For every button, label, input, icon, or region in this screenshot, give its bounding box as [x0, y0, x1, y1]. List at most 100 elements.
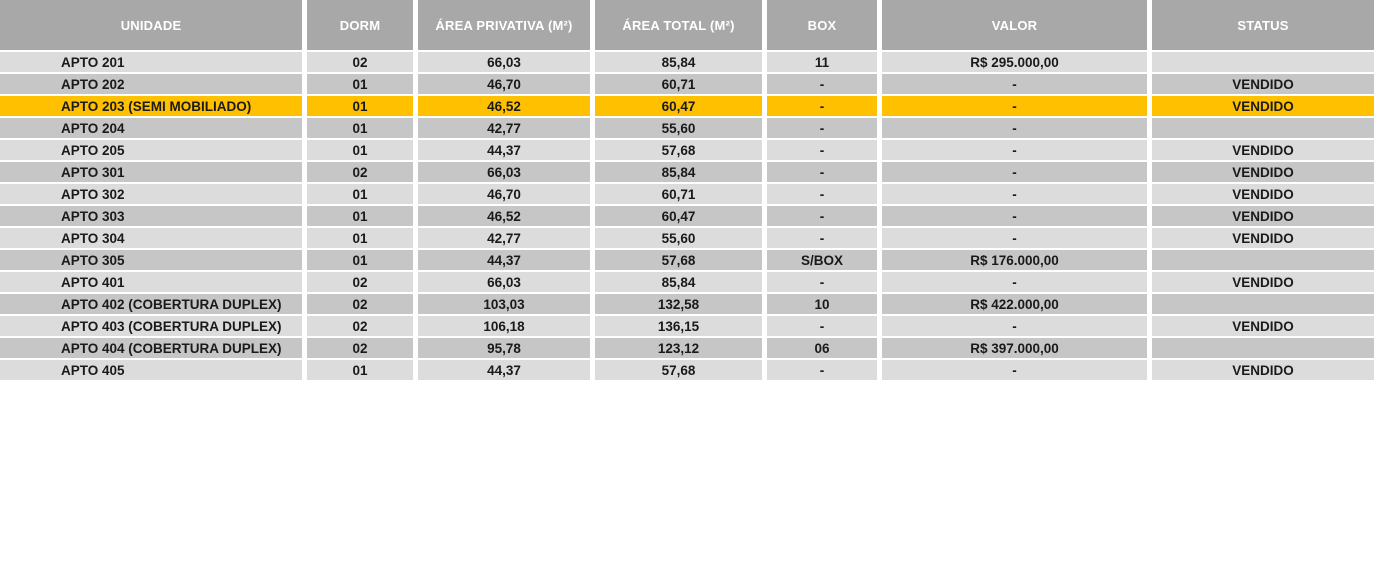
cell-dorm: 01: [307, 360, 413, 380]
cell-dorm: 01: [307, 250, 413, 270]
cell-dorm: 01: [307, 228, 413, 248]
header-cell-unidade: UNIDADE: [0, 0, 302, 50]
cell-box: -: [767, 206, 877, 226]
cell-area_total: 55,60: [595, 118, 762, 138]
cell-valor: R$ 176.000,00: [882, 250, 1147, 270]
header-cell-dorm: DORM: [307, 0, 413, 50]
cell-status: VENDIDO: [1152, 360, 1374, 380]
cell-valor: R$ 397.000,00: [882, 338, 1147, 358]
cell-area_total: 60,47: [595, 96, 762, 116]
cell-area_privativa: 44,37: [418, 140, 590, 160]
header-cell-area_privativa: ÁREA PRIVATIVA (M²): [418, 0, 590, 50]
cell-area_total: 55,60: [595, 228, 762, 248]
cell-area_total: 85,84: [595, 52, 762, 72]
cell-area_total: 85,84: [595, 162, 762, 182]
cell-unidade: APTO 403 (COBERTURA DUPLEX): [0, 316, 302, 336]
cell-status: [1152, 294, 1374, 314]
cell-unidade: APTO 303: [0, 206, 302, 226]
cell-status: VENDIDO: [1152, 96, 1374, 116]
cell-status: VENDIDO: [1152, 140, 1374, 160]
cell-box: -: [767, 184, 877, 204]
cell-dorm: 01: [307, 96, 413, 116]
cell-area_privativa: 106,18: [418, 316, 590, 336]
cell-dorm: 02: [307, 52, 413, 72]
cell-area_total: 57,68: [595, 250, 762, 270]
cell-area_privativa: 66,03: [418, 52, 590, 72]
cell-dorm: 02: [307, 294, 413, 314]
cell-box: 10: [767, 294, 877, 314]
cell-unidade: APTO 405: [0, 360, 302, 380]
cell-area_total: 85,84: [595, 272, 762, 292]
cell-area_total: 60,71: [595, 74, 762, 94]
cell-area_privativa: 66,03: [418, 272, 590, 292]
header-cell-valor: VALOR: [882, 0, 1147, 50]
cell-area_privativa: 44,37: [418, 360, 590, 380]
cell-dorm: 02: [307, 338, 413, 358]
cell-valor: -: [882, 360, 1147, 380]
cell-area_total: 57,68: [595, 360, 762, 380]
cell-area_privativa: 42,77: [418, 228, 590, 248]
cell-valor: R$ 295.000,00: [882, 52, 1147, 72]
cell-box: -: [767, 360, 877, 380]
cell-area_total: 123,12: [595, 338, 762, 358]
cell-valor: -: [882, 228, 1147, 248]
cell-valor: -: [882, 316, 1147, 336]
cell-valor: -: [882, 74, 1147, 94]
header-cell-box: BOX: [767, 0, 877, 50]
cell-status: [1152, 118, 1374, 138]
cell-dorm: 01: [307, 118, 413, 138]
cell-area_privativa: 103,03: [418, 294, 590, 314]
cell-box: -: [767, 162, 877, 182]
cell-area_privativa: 95,78: [418, 338, 590, 358]
cell-area_total: 136,15: [595, 316, 762, 336]
cell-unidade: APTO 205: [0, 140, 302, 160]
header-cell-status: STATUS: [1152, 0, 1374, 50]
cell-area_privativa: 46,70: [418, 184, 590, 204]
cell-unidade: APTO 201: [0, 52, 302, 72]
cell-area_total: 132,58: [595, 294, 762, 314]
cell-box: S/BOX: [767, 250, 877, 270]
cell-area_privativa: 66,03: [418, 162, 590, 182]
cell-unidade: APTO 302: [0, 184, 302, 204]
cell-dorm: 01: [307, 140, 413, 160]
cell-box: -: [767, 272, 877, 292]
cell-status: VENDIDO: [1152, 184, 1374, 204]
cell-box: -: [767, 74, 877, 94]
cell-valor: -: [882, 96, 1147, 116]
pricing-table: UNIDADE DORM ÁREA PRIVATIVA (M²) ÁREA TOTAL…: [0, 0, 1374, 380]
cell-unidade: APTO 401: [0, 272, 302, 292]
cell-area_privativa: 46,52: [418, 96, 590, 116]
cell-status: VENDIDO: [1152, 272, 1374, 292]
cell-dorm: 02: [307, 316, 413, 336]
cell-dorm: 02: [307, 272, 413, 292]
cell-area_privativa: 46,70: [418, 74, 590, 94]
cell-status: [1152, 52, 1374, 72]
cell-status: VENDIDO: [1152, 162, 1374, 182]
cell-box: -: [767, 228, 877, 248]
cell-dorm: 01: [307, 206, 413, 226]
cell-box: -: [767, 140, 877, 160]
cell-valor: R$ 422.000,00: [882, 294, 1147, 314]
cell-area_privativa: 42,77: [418, 118, 590, 138]
cell-valor: -: [882, 206, 1147, 226]
cell-unidade: APTO 301: [0, 162, 302, 182]
cell-valor: -: [882, 140, 1147, 160]
cell-valor: -: [882, 162, 1147, 182]
cell-valor: -: [882, 272, 1147, 292]
cell-status: VENDIDO: [1152, 228, 1374, 248]
cell-area_total: 60,71: [595, 184, 762, 204]
cell-unidade: APTO 203 (SEMI MOBILIADO): [0, 96, 302, 116]
cell-box: 06: [767, 338, 877, 358]
cell-area_total: 60,47: [595, 206, 762, 226]
cell-box: -: [767, 316, 877, 336]
cell-area_privativa: 46,52: [418, 206, 590, 226]
cell-status: VENDIDO: [1152, 74, 1374, 94]
cell-status: [1152, 338, 1374, 358]
cell-status: [1152, 250, 1374, 270]
cell-status: VENDIDO: [1152, 316, 1374, 336]
cell-box: 11: [767, 52, 877, 72]
cell-unidade: APTO 402 (COBERTURA DUPLEX): [0, 294, 302, 314]
cell-box: -: [767, 118, 877, 138]
cell-dorm: 01: [307, 184, 413, 204]
